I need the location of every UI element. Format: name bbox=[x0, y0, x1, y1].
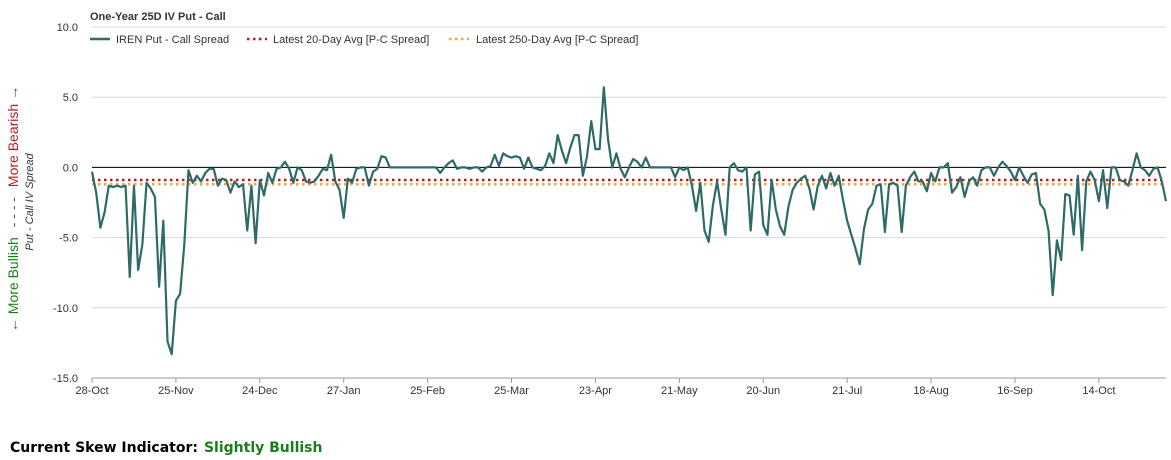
legend-item-spread[interactable]: IREN Put - Call Spread bbox=[90, 34, 229, 46]
x-tick-label: 27-Jan bbox=[327, 385, 361, 397]
y-tick-label: 0.0 bbox=[63, 162, 78, 174]
legend: IREN Put - Call Spread Latest 20-Day Avg… bbox=[90, 34, 638, 46]
legend-item-avg250[interactable]: Latest 250-Day Avg [P-C Spread] bbox=[449, 34, 638, 46]
svg-text:← More Bullish - - - -: ← More Bullish - - - - More Bearish → bbox=[5, 86, 21, 332]
skew-indicator-label: Current Skew Indicator: bbox=[10, 440, 198, 456]
legend-label: Latest 250-Day Avg [P-C Spread] bbox=[476, 34, 638, 46]
bearish-label: More Bearish → bbox=[5, 86, 21, 187]
bullish-label: ← More Bullish bbox=[5, 237, 21, 332]
y-tick-label: -5.0 bbox=[59, 233, 78, 245]
legend-label: IREN Put - Call Spread bbox=[116, 34, 229, 46]
x-tick-label: 25-Feb bbox=[410, 385, 445, 397]
x-tick-label: 21-May bbox=[661, 385, 698, 397]
x-axis-ticks: 28-Oct 25-Nov 24-Dec 27-Jan 25-Feb 25-Mar 23-A… bbox=[75, 377, 1166, 397]
x-tick-label: 14-Oct bbox=[1082, 385, 1115, 397]
x-tick-label: 25-Nov bbox=[158, 385, 194, 397]
x-tick-label: 18-Aug bbox=[913, 385, 948, 397]
x-tick-label: 24-Dec bbox=[242, 385, 278, 397]
y-tick-label: -15.0 bbox=[53, 373, 78, 385]
x-tick-label: 21-Jul bbox=[832, 385, 862, 397]
x-tick-label: 28-Oct bbox=[75, 385, 108, 397]
legend-label: Latest 20-Day Avg [P-C Spread] bbox=[273, 34, 429, 46]
y-tick-label: 10.0 bbox=[57, 22, 78, 34]
skew-indicator: Current Skew Indicator: Slightly Bullish bbox=[10, 440, 322, 456]
x-tick-label: 20-Jun bbox=[746, 385, 780, 397]
x-tick-label: 23-Apr bbox=[579, 385, 612, 397]
y-axis-ticks: 10.0 5.0 0.0 -5.0 -10.0 -15.0 bbox=[53, 22, 78, 385]
put-call-spread-line bbox=[90, 86, 1168, 356]
y-axis-label: Put - Call IV Spread bbox=[24, 153, 36, 251]
y-tick-label: -10.0 bbox=[53, 303, 78, 315]
y-tick-label: 5.0 bbox=[63, 92, 78, 104]
skew-chart: 10.0 5.0 0.0 -5.0 -10.0 -15.0 28-Oct 25-Nov 24-… bbox=[5, 11, 1168, 397]
sentiment-dashes: - - - - bbox=[5, 197, 21, 228]
sentiment-label: ← More Bullish - - - - More Bearish → bbox=[5, 86, 21, 332]
x-tick-label: 16-Sep bbox=[997, 385, 1032, 397]
skew-indicator-value: Slightly Bullish bbox=[203, 440, 323, 456]
chart-title: One-Year 25D IV Put - Call bbox=[90, 11, 226, 23]
x-tick-label: 25-Mar bbox=[494, 385, 529, 397]
legend-item-avg20[interactable]: Latest 20-Day Avg [P-C Spread] bbox=[247, 34, 429, 46]
y-axis-title: Put - Call IV Spread bbox=[24, 153, 36, 251]
